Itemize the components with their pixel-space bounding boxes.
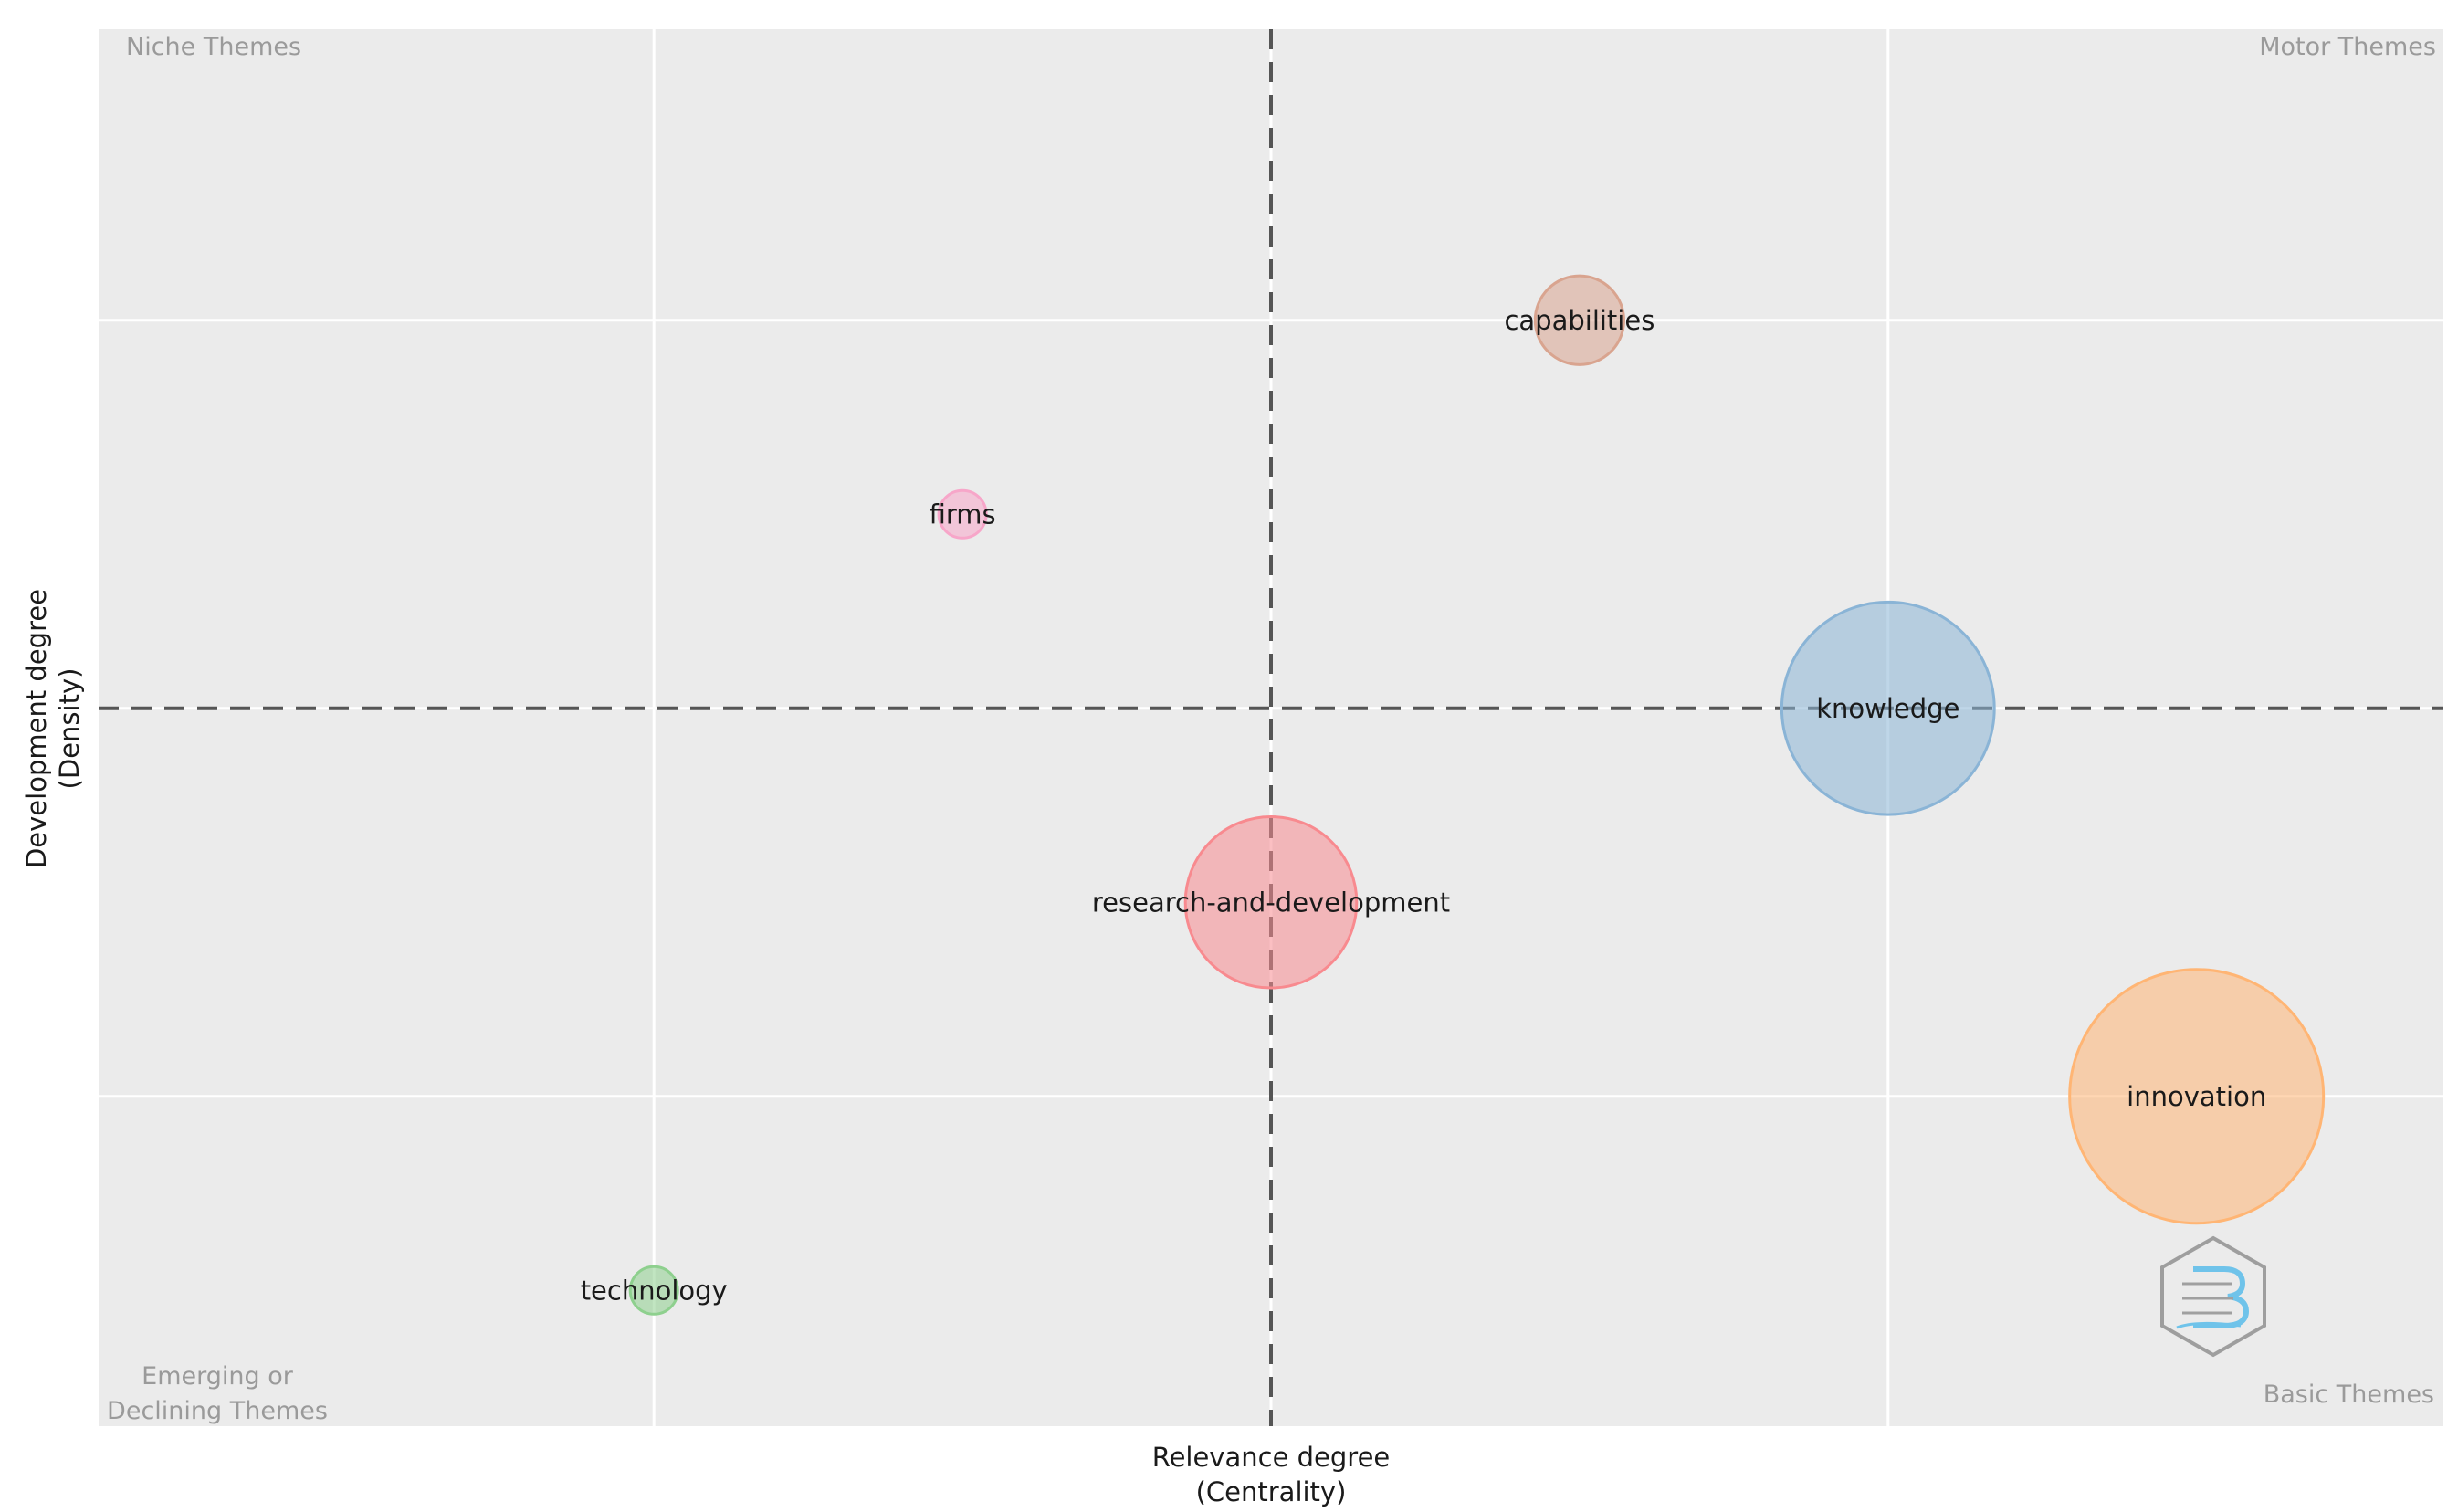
y-axis-title: Development degree(Density) (21, 589, 85, 868)
bubble-firms (937, 488, 988, 540)
bubble-label-innovation: innovation (2127, 1081, 2266, 1112)
reference-lines (99, 29, 2443, 1426)
bubble-label-technology: technology (581, 1275, 728, 1306)
x-axis-title: Relevance degree (Centrality) (1152, 1442, 1391, 1507)
bubble-label-knowledge: knowledge (1816, 693, 1959, 724)
bubble-labels: capabilities firms knowledge research-and-d… (581, 305, 2267, 1307)
quadrant-label-niche: Niche Themes (126, 33, 301, 61)
bubbles (628, 274, 2326, 1316)
bubble-knowledge (1780, 600, 1996, 816)
bibliometrix-logo (2160, 1235, 2266, 1358)
quadrant-label-motor: Motor Themes (2259, 33, 2436, 61)
bubble-label-capabilities: capabilities (1504, 305, 1654, 336)
bubble-label-research-and-development: research-and-development (1092, 887, 1450, 918)
bubble-technology (628, 1265, 679, 1316)
bubble-innovation (2068, 968, 2326, 1225)
bubble-capabilities (1533, 274, 1625, 366)
bubble-label-firms: firms (930, 499, 996, 530)
quadrant-label-basic: Basic Themes (2264, 1381, 2434, 1409)
quadrant-label-emerging: Emerging or Declining Themes (107, 1362, 328, 1425)
bubble-research-and-development (1183, 814, 1359, 990)
